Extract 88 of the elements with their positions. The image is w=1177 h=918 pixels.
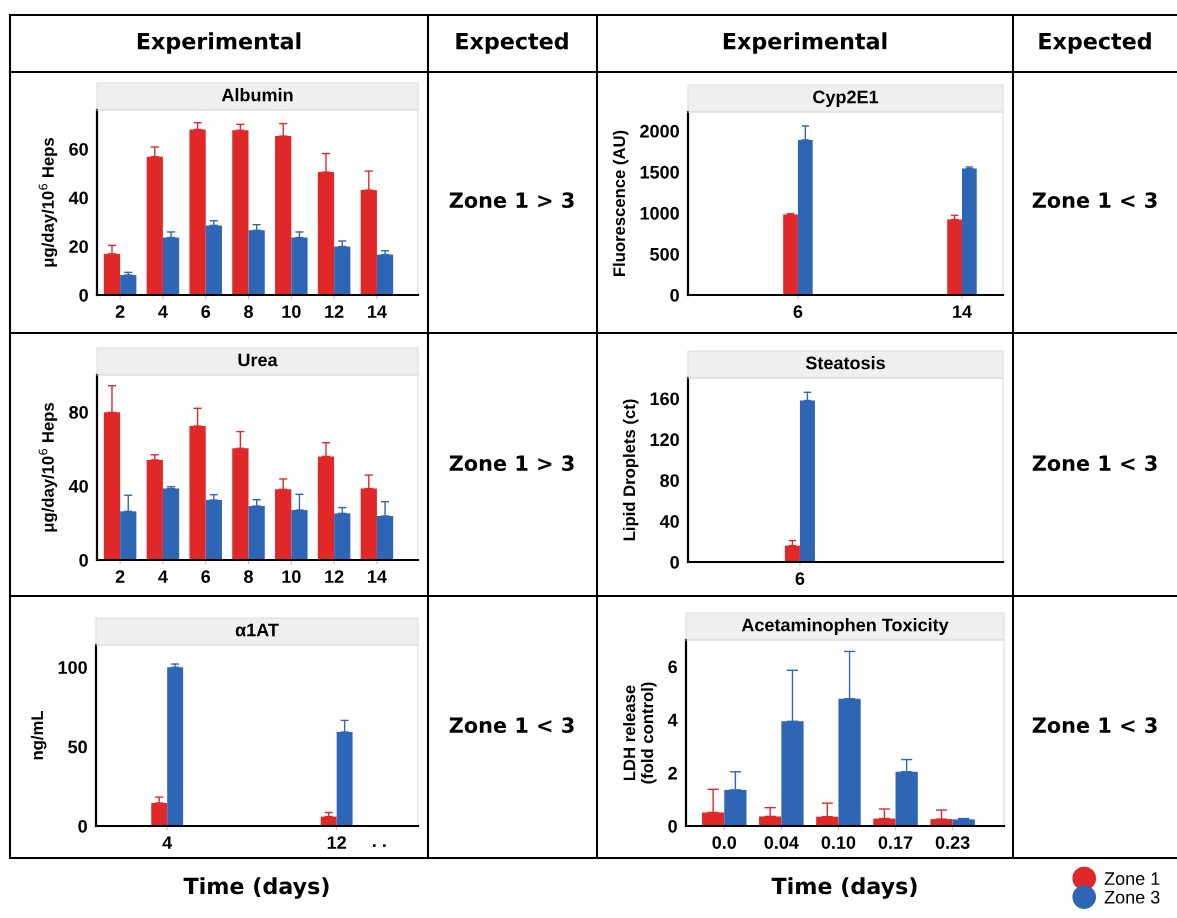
y-tick-label: 1500	[640, 165, 679, 179]
chart-title: Albumin	[221, 88, 293, 102]
text: Zone 1 > 3	[449, 192, 574, 209]
bar	[205, 225, 222, 295]
bar	[151, 802, 168, 826]
x-tick-label: 2	[115, 570, 125, 583]
y-tick-label: 0	[670, 555, 679, 569]
x-tick-label: 6	[795, 572, 805, 585]
x-tick-label: 14	[368, 570, 387, 583]
y-axis-title: LDH release (fold control)	[623, 682, 657, 784]
y-tick-label: 80	[660, 474, 679, 487]
y-tick-label: 2	[668, 766, 677, 780]
text: Zone 1 > 3	[449, 455, 574, 472]
y-tick-label: 100	[58, 661, 87, 674]
y-tick-label: 40	[68, 191, 88, 205]
bar	[146, 459, 163, 560]
y-tick-label: 500	[650, 247, 679, 261]
y-tick-label: 60	[69, 142, 88, 156]
chart-title: Cyp2E1	[813, 90, 879, 107]
text: Zone 1 < 3	[1032, 455, 1157, 472]
x-tick-label: 12	[325, 570, 344, 583]
bar	[376, 254, 394, 295]
y-tick-label: 0	[670, 288, 679, 302]
x-tick-label: 8	[244, 305, 253, 318]
x-tick-label: 10	[282, 570, 301, 583]
bar	[947, 219, 962, 295]
bar	[783, 214, 798, 295]
x-tick-label: 0.17	[878, 836, 913, 849]
y-axis-title: Lipid Droplets (ct)	[622, 399, 639, 541]
y-axis-title: μg/day/10$^{6}$ Heps	[38, 403, 58, 532]
y-axis-title: ng/mL	[30, 711, 47, 760]
bar	[961, 168, 977, 295]
y-tick-label: 0	[79, 553, 88, 567]
text: Expected	[456, 32, 568, 54]
x-tick-label: 0.04	[764, 836, 799, 849]
bar	[120, 275, 137, 295]
chart-title: Steatosis	[805, 356, 885, 370]
bar	[162, 488, 180, 560]
x-tick-label: 4	[162, 836, 173, 849]
y-tick-label: 40	[68, 479, 88, 493]
x-tick-label: 8	[244, 570, 253, 583]
x-tick-label: 6	[201, 570, 211, 583]
x-tick-label: 12	[327, 836, 346, 849]
x-tick-label: 0.10	[821, 836, 856, 849]
text: Zone 1 < 3	[1032, 192, 1157, 209]
chart-title: α1AT	[235, 623, 279, 637]
x-axis-title: Time (days)	[771, 877, 917, 899]
y-tick-label: 0	[79, 288, 88, 302]
y-tick-label: 160	[650, 392, 679, 406]
legend-label: Zone 3	[1104, 890, 1160, 904]
y-tick-label: 120	[650, 433, 679, 447]
text: Experimental	[723, 32, 887, 54]
bar	[162, 237, 180, 295]
bar	[334, 246, 351, 295]
text: Zone 1 < 3	[449, 717, 574, 734]
text: . .	[373, 844, 386, 847]
x-tick-label: 4	[158, 570, 168, 583]
text: Zone 1 < 3	[1032, 717, 1157, 734]
x-tick-label: 12	[325, 305, 344, 318]
y-tick-label: 20	[69, 240, 88, 254]
y-axis-title: μg/day/10$^{6}$ Heps	[38, 138, 58, 267]
y-tick-label: 4	[667, 713, 678, 727]
y-tick-label: 50	[68, 740, 87, 754]
x-tick-label: 10	[282, 305, 301, 318]
x-tick-label: 0.0	[712, 836, 737, 849]
y-tick-label: 40	[659, 515, 679, 528]
y-tick-label: 80	[69, 405, 88, 419]
chart-title: Urea	[238, 353, 278, 367]
x-axis-title: Time (days)	[183, 877, 329, 899]
y-tick-label: 0	[668, 819, 677, 833]
bar	[167, 667, 184, 826]
y-tick-label: 6	[668, 660, 678, 674]
text: Expected	[1039, 32, 1151, 54]
chart-title: Acetaminophen Toxicity	[741, 618, 949, 635]
y-axis-title: Fluorescence (AU)	[612, 130, 629, 277]
y-tick-label: 0	[78, 819, 87, 833]
text: Experimental	[137, 32, 301, 54]
x-tick-label: 6	[201, 305, 211, 318]
x-tick-label: 0.23	[935, 836, 970, 850]
x-tick-label: 2	[115, 305, 125, 318]
x-tick-label: 4	[158, 305, 168, 318]
x-tick-label: 6	[793, 305, 803, 318]
legend-label: Zone 1	[1104, 872, 1160, 885]
x-tick-label: 14	[368, 305, 387, 318]
x-tick-label: 14	[953, 305, 972, 318]
y-tick-label: 2000	[640, 124, 679, 138]
bar	[291, 237, 308, 295]
y-tick-label: 1000	[640, 206, 679, 220]
